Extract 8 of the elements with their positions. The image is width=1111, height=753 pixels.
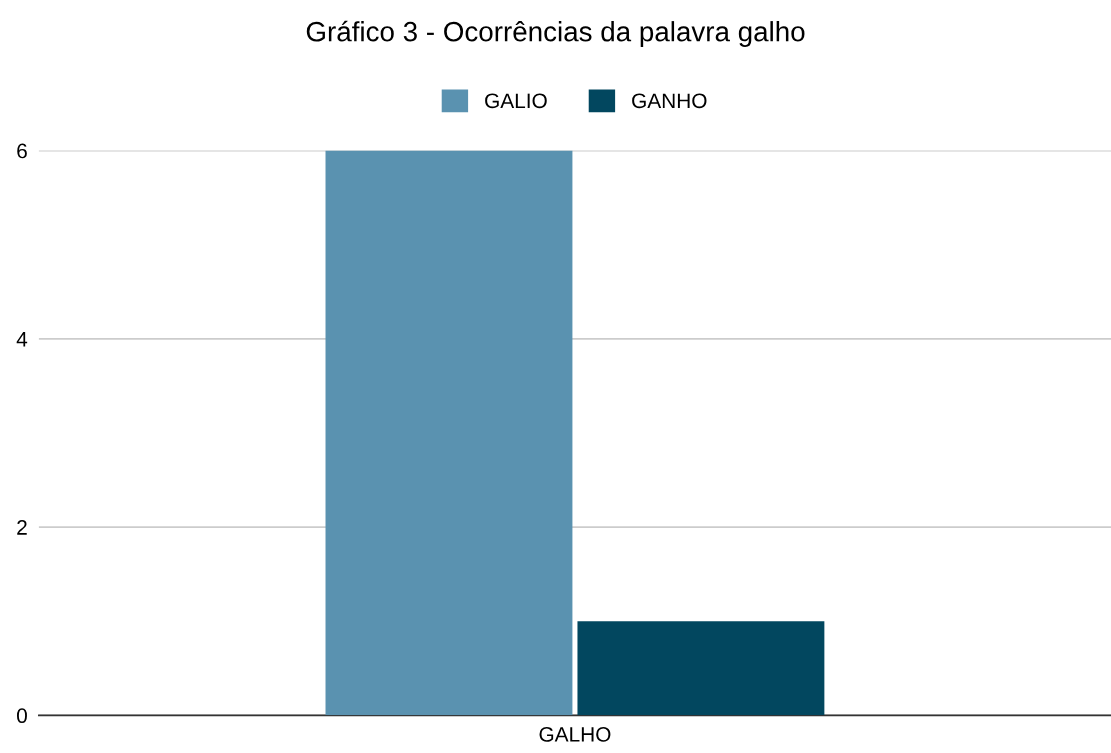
legend-label: GALIO — [485, 93, 547, 109]
y-tick-label: 0 — [17, 708, 27, 724]
y-tick-label: 6 — [17, 143, 27, 159]
legend-label: GANHO — [632, 93, 707, 109]
chart-title: Gráfico 3 - Ocorrências da palavra galho — [306, 20, 805, 47]
x-tick-label: GALHO — [539, 727, 611, 742]
y-tick-label: 4 — [16, 332, 28, 347]
y-tick-label: 2 — [17, 520, 27, 535]
